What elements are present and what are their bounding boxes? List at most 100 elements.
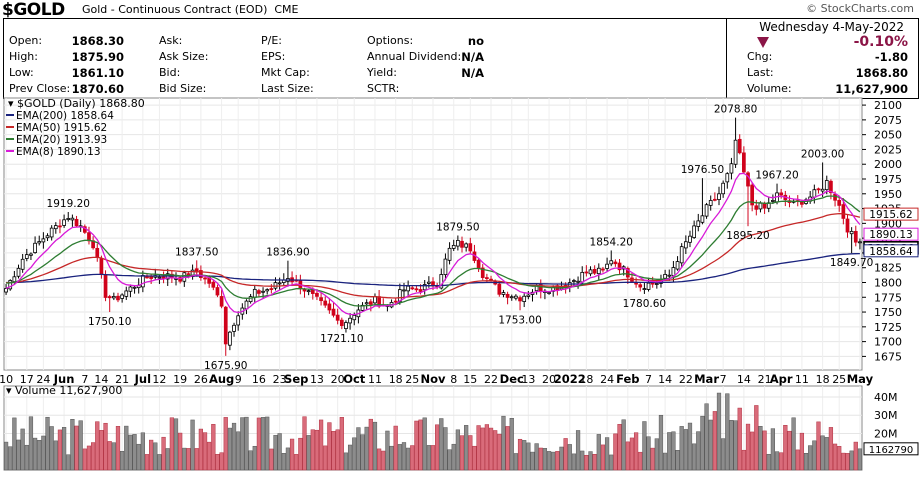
x-tick-label: 7 [81, 373, 88, 386]
volume-bar [103, 422, 108, 471]
volume-bar [28, 416, 34, 471]
volume-bar [783, 425, 788, 471]
volume-bar [592, 454, 597, 471]
volume-bar [841, 452, 846, 471]
volume-bar [124, 425, 129, 471]
x-tick-label: 9 [235, 373, 242, 386]
volume-bar [497, 433, 502, 471]
quote-label: Annual Dividend: [367, 50, 462, 63]
quote-label: Bid Size: [159, 82, 207, 95]
price-candle [215, 287, 220, 296]
price-candle [178, 277, 183, 282]
volume-bar [111, 442, 116, 471]
price-candle [509, 296, 514, 299]
y-tick-label: 2100 [874, 99, 902, 112]
price-candle [331, 308, 336, 316]
y-tick-label: 2000 [874, 158, 902, 171]
y-tick-label: 1700 [874, 336, 902, 349]
x-tick-label: 7 [645, 373, 652, 386]
x-tick-label: 22 [484, 373, 498, 386]
price-candle [157, 276, 162, 279]
volume-bar [812, 440, 817, 471]
volume-bar [604, 437, 610, 471]
quote-header: $GOLD Gold - Continuous Contract (EOD) C… [0, 0, 920, 99]
volume-bar [803, 453, 809, 471]
price-candle [203, 277, 207, 280]
x-tick-label: 10 [0, 373, 13, 386]
price-tag-box [863, 207, 919, 221]
price-candle [663, 273, 667, 279]
volume-bar [555, 451, 560, 471]
volume-bar [808, 445, 813, 471]
volume-bar [347, 444, 353, 471]
price-candle [319, 297, 323, 302]
volume-bar [128, 434, 133, 471]
y-tick-label: 2025 [874, 143, 902, 156]
volume-bar [265, 416, 270, 471]
price-candle [733, 139, 738, 165]
x-tick-label: 14 [94, 373, 108, 386]
legend-label: EMA(20) 1913.93 [16, 134, 107, 146]
volume-bar [758, 426, 763, 471]
stockcharts-logo[interactable]: © StockCharts.com [806, 2, 914, 15]
quote-label: Options: [367, 34, 414, 47]
price-candle [601, 268, 605, 271]
price-candle [252, 288, 257, 298]
price-candle [406, 285, 410, 292]
x-tick-label: 17 [20, 373, 34, 386]
volume-bar [654, 438, 659, 471]
y-tick-label: 1950 [874, 188, 902, 201]
price-candle [638, 284, 643, 288]
price-candle [269, 288, 274, 290]
volume-bar [650, 447, 655, 471]
price-annotation: 1919.20 [47, 198, 90, 210]
change-percent: -0.10% [853, 34, 908, 50]
volume-bar [132, 434, 137, 471]
y-tick-label: 1775 [874, 291, 902, 304]
price-candle [771, 200, 775, 202]
quote-label: Bid: [159, 66, 181, 79]
price-candle [37, 241, 42, 244]
volume-bar [153, 442, 158, 471]
y-tick-label: 1825 [874, 262, 902, 275]
volume-bar [165, 448, 170, 471]
price-candle [837, 199, 842, 206]
volume-bar [20, 428, 25, 471]
volume-bar [331, 431, 336, 471]
quote-label: Yield: [367, 66, 397, 79]
price-candle [654, 283, 659, 285]
price-annotation: 1675.90 [204, 360, 247, 372]
volume-bar [721, 438, 726, 471]
volume-bar [414, 420, 419, 471]
y-tick-label: 1800 [874, 276, 902, 289]
volume-bar [120, 450, 125, 471]
volume-bar [215, 454, 220, 471]
price-candle [679, 246, 684, 264]
quote-value: 1868.30 [71, 34, 124, 48]
volume-bar [750, 431, 755, 471]
price-candle [128, 286, 133, 292]
x-tick-label: 11 [795, 373, 809, 386]
volume-bar [364, 426, 369, 471]
x-tick-label: 22 [679, 373, 693, 386]
price-candle [717, 193, 721, 200]
x-tick-label: 7 [720, 373, 727, 386]
price-candle [729, 163, 734, 174]
volume-bar [476, 425, 481, 471]
volume-bar [754, 405, 759, 471]
quote-divider [726, 19, 727, 98]
volume-bar [8, 446, 13, 471]
price-candle [688, 235, 692, 243]
price-candle [397, 289, 402, 303]
volume-bar [621, 419, 626, 471]
legend-label: EMA(8) 1890.13 [16, 146, 101, 158]
ticker-symbol: $GOLD [2, 0, 65, 20]
volume-bar [149, 439, 154, 471]
volume-bar [472, 445, 477, 471]
price-annotation: 1837.50 [175, 246, 218, 258]
volume-bar [513, 453, 519, 471]
x-tick-label: 18 [389, 373, 403, 386]
volume-bar [140, 432, 145, 471]
ema-200-line [6, 252, 860, 287]
